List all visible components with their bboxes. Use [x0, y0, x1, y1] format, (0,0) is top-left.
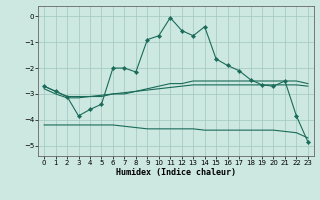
X-axis label: Humidex (Indice chaleur): Humidex (Indice chaleur) — [116, 168, 236, 177]
